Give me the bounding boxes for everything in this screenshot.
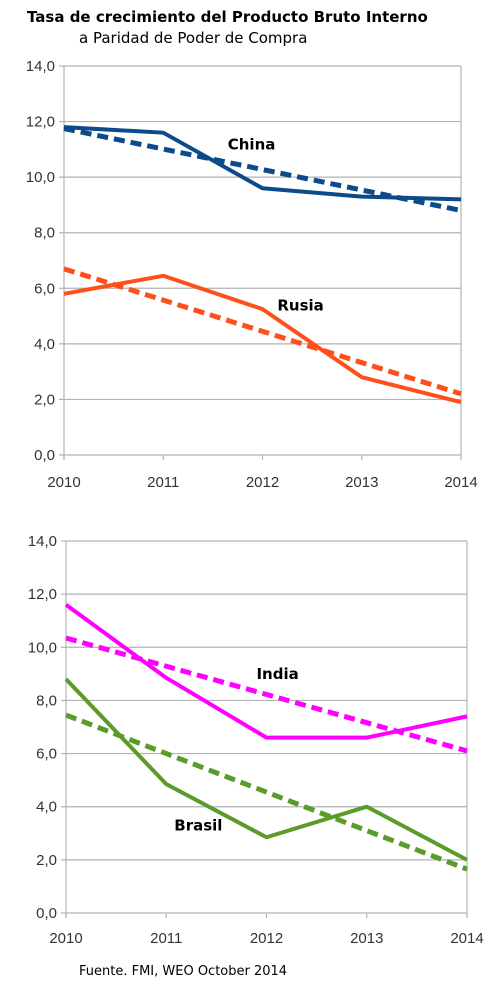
trend-dashed-line [63, 266, 462, 397]
y-tick-label: 6,0 [34, 280, 55, 297]
x-tick-label: 2012 [246, 474, 279, 491]
y-tick-label: 0,0 [34, 447, 55, 464]
chart-title: Tasa de crecimiento del Producto Bruto I… [27, 8, 428, 26]
y-tick-label: 10,0 [28, 639, 57, 656]
series-label-india: India [256, 665, 298, 683]
y-tick-label: 8,0 [34, 225, 55, 242]
brasil-line [64, 677, 468, 862]
x-tick-label: 2013 [350, 930, 383, 947]
y-tick-label: 4,0 [34, 336, 55, 353]
x-tick-label: 2014 [444, 474, 477, 491]
y-tick-label: 6,0 [36, 746, 57, 763]
series-label-brasil: Brasil [174, 817, 222, 835]
trend-dashed-line [65, 712, 468, 872]
x-tick-label: 2014 [450, 930, 483, 947]
rusia-line [63, 273, 462, 405]
y-tick-label: 14,0 [28, 533, 57, 550]
x-tick-label: 2011 [150, 930, 182, 947]
y-tick-label: 2,0 [34, 391, 55, 408]
trend-dashed-line [65, 635, 468, 754]
series-label-rusia: Rusia [277, 297, 323, 315]
y-tick-label: 10,0 [26, 169, 55, 186]
x-tick-label: 2013 [345, 474, 378, 491]
series-label-china: China [228, 135, 276, 153]
x-tick-label: 2010 [47, 474, 80, 491]
x-tick-label: 2012 [250, 930, 283, 947]
x-tick-label: 2011 [147, 474, 179, 491]
y-tick-label: 0,0 [36, 905, 57, 922]
y-tick-label: 12,0 [26, 114, 55, 131]
y-tick-label: 2,0 [36, 852, 57, 869]
y-tick-label: 12,0 [28, 586, 57, 603]
y-tick-label: 8,0 [36, 692, 57, 709]
y-tick-label: 4,0 [36, 799, 57, 816]
china-line [63, 125, 462, 202]
chart-subtitle: a Paridad de Poder de Compra [79, 29, 308, 47]
y-tick-label: 14,0 [26, 58, 55, 75]
x-tick-label: 2010 [49, 930, 82, 947]
source-note: Fuente. FMI, WEO October 2014 [79, 964, 288, 979]
